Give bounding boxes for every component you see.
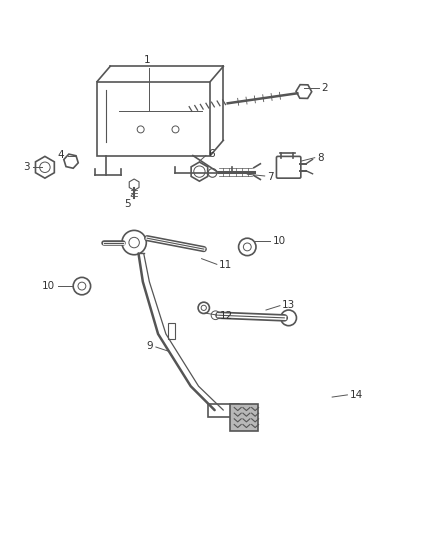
Bar — [208, 405, 239, 417]
Bar — [168, 322, 176, 339]
Text: 2: 2 — [321, 83, 328, 93]
Text: 10: 10 — [41, 281, 54, 291]
Bar — [230, 405, 258, 431]
Text: 14: 14 — [350, 390, 363, 400]
Text: 6: 6 — [208, 149, 215, 159]
Text: 5: 5 — [124, 199, 131, 209]
Text: 7: 7 — [267, 172, 273, 182]
Text: 1: 1 — [144, 55, 151, 65]
Text: 10: 10 — [272, 236, 286, 246]
Text: 11: 11 — [219, 260, 232, 270]
Text: 9: 9 — [146, 341, 153, 351]
Text: 4: 4 — [57, 150, 64, 160]
Text: 12: 12 — [220, 311, 233, 321]
Text: 3: 3 — [23, 162, 30, 172]
Text: 8: 8 — [317, 152, 324, 163]
Text: 13: 13 — [282, 300, 295, 310]
